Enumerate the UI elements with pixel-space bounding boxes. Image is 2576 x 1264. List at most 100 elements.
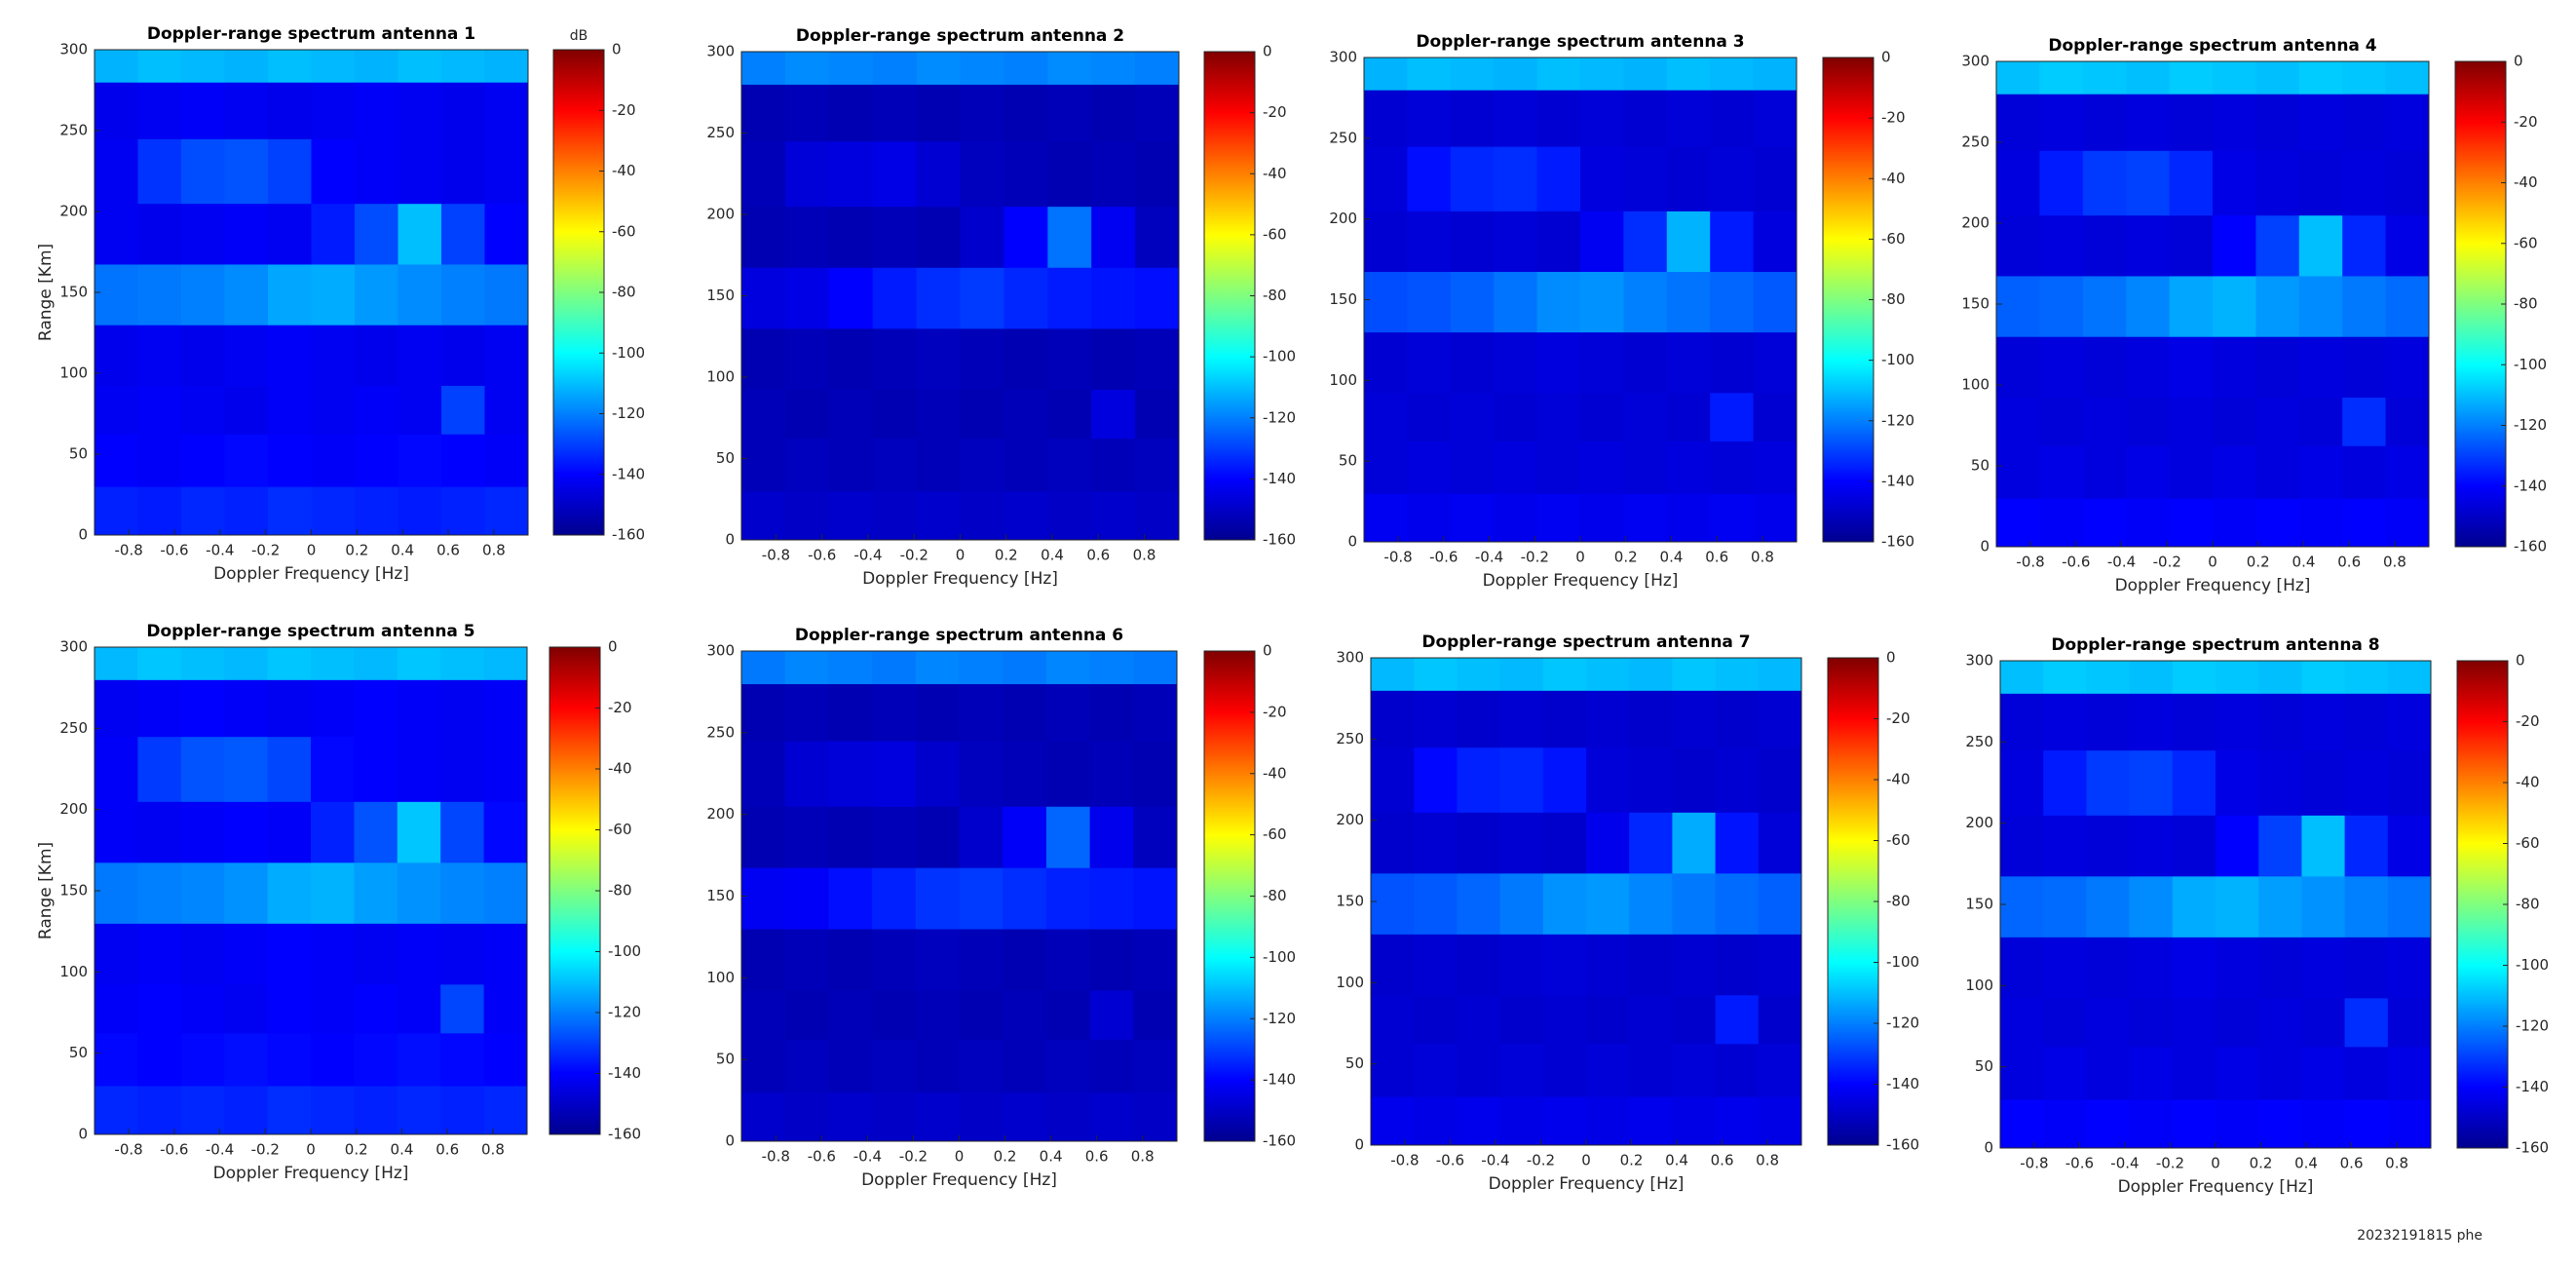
heatmap-cell (1715, 1096, 1760, 1146)
heatmap-cell (1135, 438, 1180, 492)
heatmap-cell (1414, 1043, 1458, 1097)
heatmap-cell (2082, 445, 2127, 499)
heatmap-cell (2043, 749, 2087, 816)
heatmap-cell (1586, 1043, 1630, 1097)
colorbar-tick-label: -160 (1881, 533, 1914, 551)
heatmap-cell (1003, 1039, 1047, 1093)
heatmap-cell (181, 50, 225, 83)
y-tick-label: 150 (706, 887, 735, 904)
heatmap-cell (872, 867, 917, 930)
x-tick-label: 0.4 (1665, 1152, 1688, 1169)
heatmap-cell (137, 647, 182, 680)
heatmap-cell (872, 1039, 917, 1093)
heatmap-cell (2169, 275, 2214, 337)
heatmap-cell (1715, 747, 1760, 813)
heatmap-cell (2000, 875, 2044, 938)
heatmap-cell (95, 1086, 138, 1135)
heatmap-cell (1364, 331, 1408, 394)
heatmap-cell (2213, 445, 2256, 499)
y-tick-label: 100 (1336, 974, 1364, 991)
x-tick-label: -0.2 (251, 542, 280, 559)
x-axis-label: Doppler Frequency [Hz] (1489, 1174, 1685, 1194)
x-tick-label: 0.2 (2250, 1155, 2273, 1172)
heatmap-cell (95, 263, 138, 326)
x-tick-label: -0.4 (1475, 549, 1503, 566)
heatmap-cell (2126, 275, 2171, 337)
colorbar-tick-label: 0 (2516, 652, 2525, 670)
heatmap-cell (1133, 1039, 1178, 1093)
heatmap-cell (268, 138, 312, 205)
x-tick-label: 0.6 (1711, 1152, 1734, 1169)
x-tick-label: -0.2 (251, 1141, 280, 1159)
y-tick-label: 300 (706, 642, 735, 660)
heatmap-cell (1580, 146, 1624, 211)
heatmap-cell (224, 203, 269, 265)
heatmap-cell (484, 263, 529, 326)
heatmap-cell (2000, 749, 2044, 816)
heatmap-cell (1666, 271, 1711, 333)
y-axis-label: Range [Km] (36, 842, 56, 939)
heatmap-cell (1672, 934, 1717, 996)
heatmap-cell (440, 862, 485, 924)
y-tick-label: 150 (1965, 896, 1993, 913)
heatmap-cell (1715, 1043, 1760, 1097)
heatmap-cell (2255, 61, 2300, 95)
colorbar-tick-label: -40 (1263, 764, 1287, 782)
heatmap-cell (741, 867, 786, 930)
heatmap-cell (2258, 1046, 2302, 1100)
x-axis-label: Doppler Frequency [Hz] (213, 1164, 409, 1183)
heatmap-cell (1672, 1096, 1717, 1146)
heatmap-cell (1758, 690, 1802, 748)
heatmap-cell (355, 486, 398, 536)
heatmap-cell (1666, 146, 1711, 211)
heatmap-cell (1996, 94, 2040, 151)
heatmap-cell (267, 647, 312, 680)
x-tick-label: 0.2 (1620, 1152, 1644, 1169)
colorbar-tick-label: 0 (2514, 53, 2523, 70)
heatmap-cell (2301, 1046, 2346, 1100)
heatmap-cell (95, 50, 138, 83)
heatmap-cell (828, 327, 874, 391)
heatmap-cell (1623, 90, 1668, 147)
heatmap-cell (2213, 61, 2256, 95)
heatmap-cell (2086, 749, 2131, 816)
heatmap-cell (484, 434, 529, 487)
heatmap-cell (741, 438, 786, 492)
heatmap-cell (741, 1039, 786, 1093)
heatmap-cell (1089, 929, 1134, 991)
heatmap-cell (2000, 937, 2044, 999)
heatmap-cell (2086, 815, 2131, 877)
heatmap-cell (1004, 206, 1048, 268)
heatmap-cell (2043, 997, 2087, 1048)
heatmap-cell (2255, 445, 2300, 499)
heatmap-cell (1494, 146, 1538, 211)
colorbar-tick-label: -40 (1881, 170, 1906, 187)
heatmap-cell (2039, 94, 2084, 151)
x-tick-label: 0.4 (391, 542, 414, 559)
heatmap-cell (397, 647, 441, 680)
heatmap-cell (1414, 1096, 1458, 1146)
x-tick-label: -0.8 (762, 547, 790, 564)
x-tick-label: 0.2 (345, 542, 368, 559)
heatmap-cell (2172, 875, 2216, 938)
colorbar-tick-label: -100 (612, 344, 645, 362)
x-tick-label: -0.8 (762, 1148, 790, 1166)
x-tick-label: -0.8 (2020, 1155, 2048, 1172)
heatmap-cell (1586, 994, 1630, 1045)
y-tick-label: 200 (59, 203, 88, 220)
heatmap-cell (1003, 867, 1047, 930)
heatmap-cell (1758, 1043, 1802, 1097)
heatmap-cell (2216, 875, 2259, 938)
heatmap-cell (828, 389, 874, 440)
heatmap-cell (137, 679, 182, 738)
heatmap-cell (354, 1086, 398, 1135)
x-tick-label: -0.8 (1390, 1152, 1419, 1169)
heatmap-cell (311, 203, 356, 265)
heatmap-cell (2129, 997, 2174, 1048)
heatmap-cell (741, 651, 786, 685)
colorbar-tick-label: -160 (608, 1126, 641, 1143)
chart-title: Doppler-range spectrum antenna 6 (795, 626, 1123, 645)
heatmap-cell (1450, 440, 1495, 494)
colorbar-tick-label: -20 (612, 101, 636, 119)
heatmap-cell (1091, 327, 1136, 391)
